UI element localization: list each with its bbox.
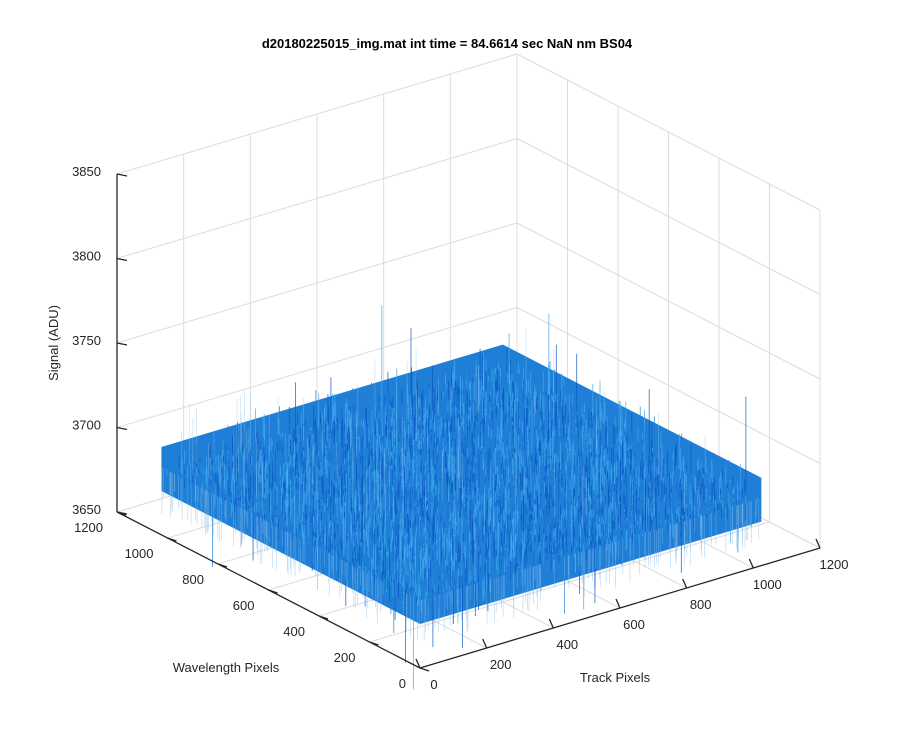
grid-line	[116, 53, 518, 175]
grid-line	[116, 307, 518, 428]
grid-line	[116, 138, 518, 259]
grid-line	[516, 222, 821, 380]
grid-line	[516, 138, 821, 295]
grid-line	[516, 307, 821, 464]
grid-line	[516, 53, 821, 211]
surface-body	[161, 344, 762, 625]
grid-line	[116, 222, 518, 344]
surface-mesh	[161, 305, 762, 690]
grid-line	[369, 521, 770, 643]
